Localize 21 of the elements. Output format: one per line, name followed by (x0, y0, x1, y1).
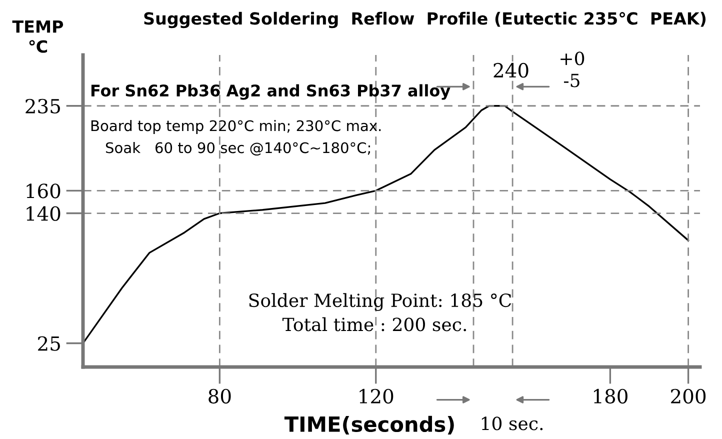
annotation: -5 (564, 74, 580, 88)
chart-title: Suggested Soldering Reflow Profile (Eutectic 235℃ PEAK) (144, 12, 706, 28)
y-tick-label: 25 (38, 336, 60, 351)
y-tick-label: 160 (26, 184, 60, 198)
line-series (83, 105, 690, 344)
annotation: Solder Melting Point: 185 °C (249, 293, 512, 311)
x-tick-label: 180 (594, 388, 628, 404)
annotation: 240 (494, 62, 528, 78)
x-tick-label: 200 (671, 388, 706, 404)
y-axis-title: TEMP ℃ (12, 20, 64, 53)
y-tick-label: 235 (26, 98, 60, 114)
x-tick-label: 80 (208, 388, 231, 404)
annotation: Board top temp 220°C min; 230°C max. (91, 120, 381, 134)
x-tick-label: 120 (360, 388, 394, 404)
text: 10 sec. (482, 416, 543, 430)
annotation: +0 (560, 52, 584, 66)
x-axis-title: TIME(seconds) (284, 416, 454, 434)
y-tick-label: 140 (26, 206, 60, 221)
annotation: Soak 60 to 90 sec @140°C~180°C; (106, 142, 370, 156)
annotation: Total time : 200 sec. (282, 317, 466, 332)
annotation: For Sn62 Pb36 Ag2 and Sn63 Pb37 alloy (91, 84, 450, 100)
